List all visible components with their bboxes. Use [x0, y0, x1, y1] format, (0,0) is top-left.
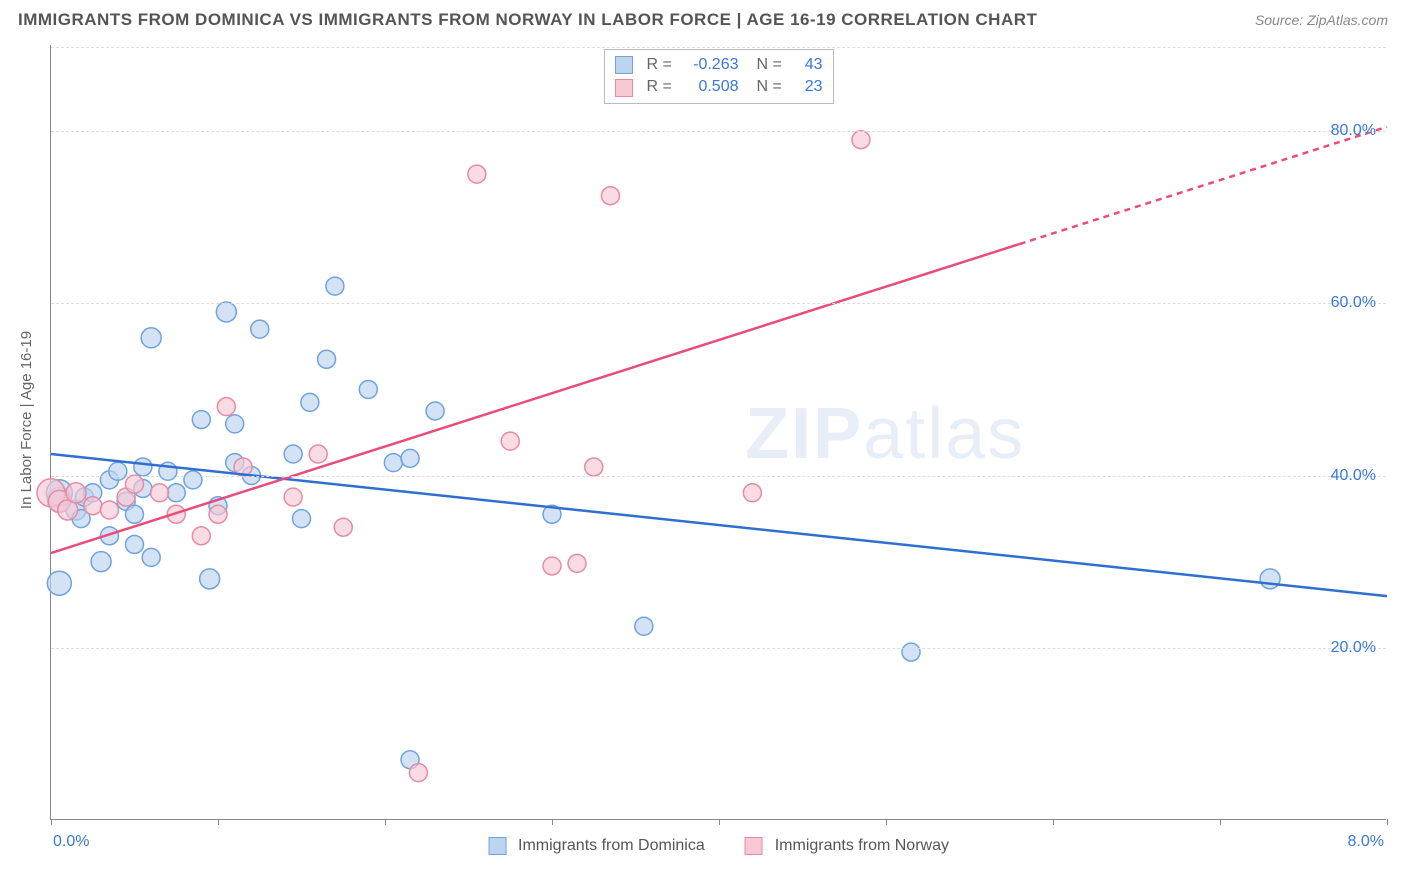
- data-point: [601, 187, 619, 205]
- data-point: [66, 483, 86, 503]
- gridline: [51, 303, 1386, 304]
- x-tick-mark: [218, 819, 219, 825]
- data-point: [426, 402, 444, 420]
- series-legend-label: Immigrants from Norway: [775, 837, 949, 855]
- data-point: [84, 497, 102, 515]
- stats-legend-row: R = 0.508 N = 23: [615, 76, 823, 98]
- data-point: [401, 449, 419, 467]
- legend-n-value: 43: [793, 54, 823, 76]
- data-point: [192, 411, 210, 429]
- y-tick-label: 80.0%: [1331, 122, 1376, 140]
- legend-swatch: [615, 79, 633, 97]
- data-point: [192, 527, 210, 545]
- data-point: [543, 557, 561, 575]
- data-point: [126, 475, 144, 493]
- data-point: [251, 320, 269, 338]
- data-point: [184, 471, 202, 489]
- x-tick-mark: [51, 819, 52, 825]
- x-tick-mark: [1053, 819, 1054, 825]
- legend-r-label: R =: [647, 54, 673, 76]
- legend-r-label: R =: [647, 76, 673, 98]
- data-point: [100, 501, 118, 519]
- data-point: [134, 458, 152, 476]
- data-point: [568, 554, 586, 572]
- stats-legend-row: R = -0.263 N = 43: [615, 54, 823, 76]
- series-legend-item: Immigrants from Norway: [745, 837, 949, 855]
- data-point: [209, 505, 227, 523]
- data-point: [409, 764, 427, 782]
- data-point: [301, 393, 319, 411]
- legend-swatch: [488, 837, 506, 855]
- data-point: [318, 350, 336, 368]
- data-point: [585, 458, 603, 476]
- data-point: [217, 398, 235, 416]
- data-point: [293, 510, 311, 528]
- series-legend: Immigrants from Dominica Immigrants from …: [488, 837, 949, 855]
- trend-line-dashed: [1020, 127, 1387, 244]
- data-point: [284, 445, 302, 463]
- legend-n-label: N =: [757, 54, 783, 76]
- data-point: [1260, 569, 1280, 589]
- plot-area: ZIPatlas R =-0.263N =43R =0.508N =23 Imm…: [50, 45, 1386, 820]
- x-tick-mark: [886, 819, 887, 825]
- y-axis-label: In Labor Force | Age 16-19: [18, 331, 35, 509]
- data-point: [151, 484, 169, 502]
- legend-n-value: 23: [793, 76, 823, 98]
- data-point: [226, 415, 244, 433]
- gridline: [51, 47, 1386, 48]
- legend-n-label: N =: [757, 76, 783, 98]
- legend-swatch: [745, 837, 763, 855]
- x-tick-mark: [552, 819, 553, 825]
- data-point: [902, 643, 920, 661]
- legend-r-value: 0.508: [683, 76, 739, 98]
- data-point: [109, 462, 127, 480]
- series-legend-item: Immigrants from Dominica: [488, 837, 705, 855]
- data-point: [142, 548, 160, 566]
- data-point: [141, 328, 161, 348]
- data-point: [126, 535, 144, 553]
- data-point: [359, 380, 377, 398]
- data-point: [501, 432, 519, 450]
- x-tick-mark: [719, 819, 720, 825]
- gridline: [51, 476, 1386, 477]
- scatter-svg: [51, 45, 1386, 819]
- x-tick-label: 0.0%: [53, 833, 89, 851]
- data-point: [216, 302, 236, 322]
- y-tick-label: 40.0%: [1331, 467, 1376, 485]
- x-tick-mark: [1387, 819, 1388, 825]
- data-point: [126, 505, 144, 523]
- x-tick-label: 8.0%: [1348, 833, 1384, 851]
- data-point: [309, 445, 327, 463]
- data-point: [334, 518, 352, 536]
- data-point: [200, 569, 220, 589]
- data-point: [284, 488, 302, 506]
- data-point: [47, 571, 71, 595]
- chart-title: IMMIGRANTS FROM DOMINICA VS IMMIGRANTS F…: [18, 10, 1037, 30]
- data-point: [91, 552, 111, 572]
- x-tick-mark: [385, 819, 386, 825]
- series-legend-label: Immigrants from Dominica: [518, 837, 705, 855]
- x-tick-mark: [1220, 819, 1221, 825]
- gridline: [51, 648, 1386, 649]
- source-attribution: Source: ZipAtlas.com: [1255, 12, 1388, 28]
- data-point: [743, 484, 761, 502]
- y-tick-label: 60.0%: [1331, 294, 1376, 312]
- gridline: [51, 131, 1386, 132]
- data-point: [167, 484, 185, 502]
- data-point: [468, 165, 486, 183]
- legend-swatch: [615, 56, 633, 74]
- y-tick-label: 20.0%: [1331, 639, 1376, 657]
- data-point: [852, 131, 870, 149]
- legend-r-value: -0.263: [683, 54, 739, 76]
- data-point: [635, 617, 653, 635]
- data-point: [326, 277, 344, 295]
- stats-legend: R = -0.263 N = 43 R = 0.508 N = 23: [604, 49, 834, 104]
- data-point: [384, 454, 402, 472]
